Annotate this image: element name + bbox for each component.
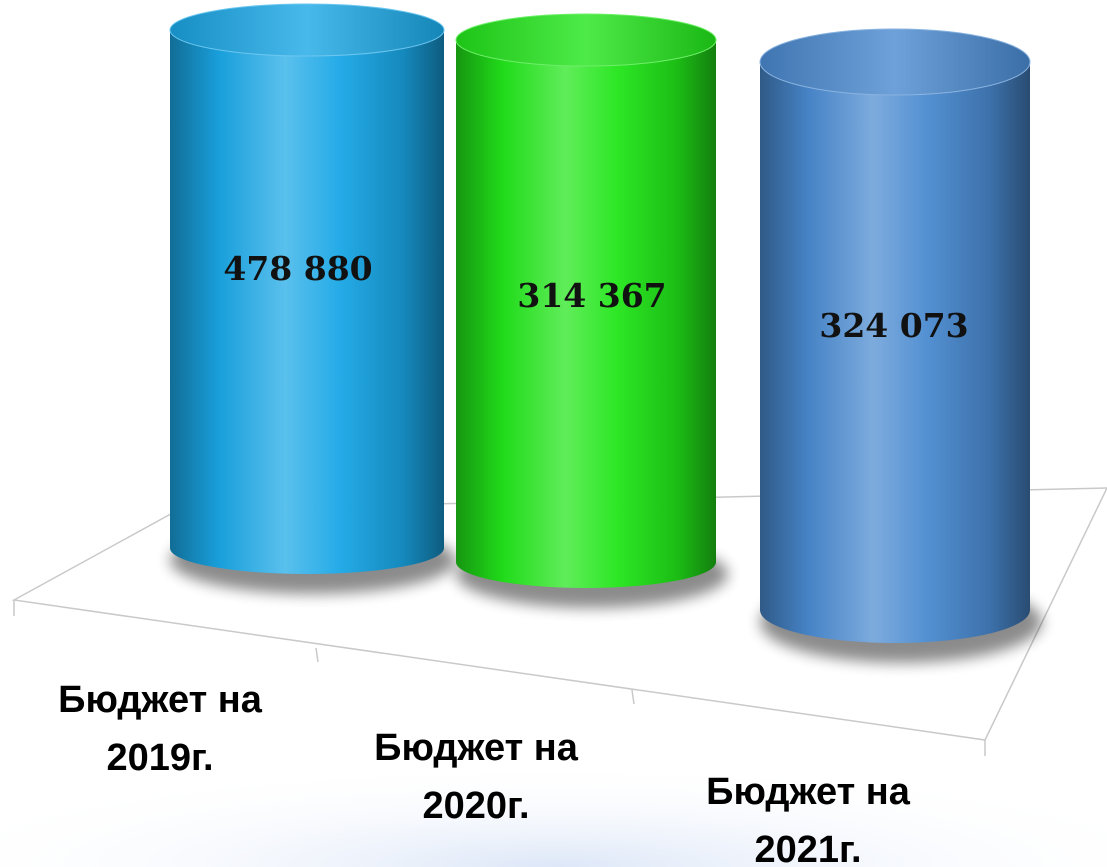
bar-top-cap [759,28,1031,96]
category-label-line: 2021г. [754,829,861,867]
bar-top-cap [169,3,445,57]
category-label: Бюджет на 2019г. [58,679,263,779]
axis-tick [315,647,319,663]
bar-1 [170,30,444,574]
data-label: 324 073 [819,306,968,345]
data-label: 478 880 [223,249,372,288]
axis-tick [631,689,635,705]
category-label: Бюджет на 2020г. [374,727,579,827]
labels: 478 880 Бюджет на 2019г. 314 367 Бюджет на 20… [58,249,968,867]
bar-2 [456,40,716,588]
category-label-line: Бюджет на [706,771,911,813]
category-label-line: 2020г. [422,785,529,827]
category-label-line: 2019г. [106,737,213,779]
bars [169,3,1042,663]
category-label-line: Бюджет на [374,727,579,769]
category-label-line: Бюджет на [58,679,263,721]
category-label: Бюджет на 2021г. [706,771,911,867]
data-label: 314 367 [517,276,666,315]
bar-top-cap [455,13,717,67]
bar-3 [760,62,1030,643]
